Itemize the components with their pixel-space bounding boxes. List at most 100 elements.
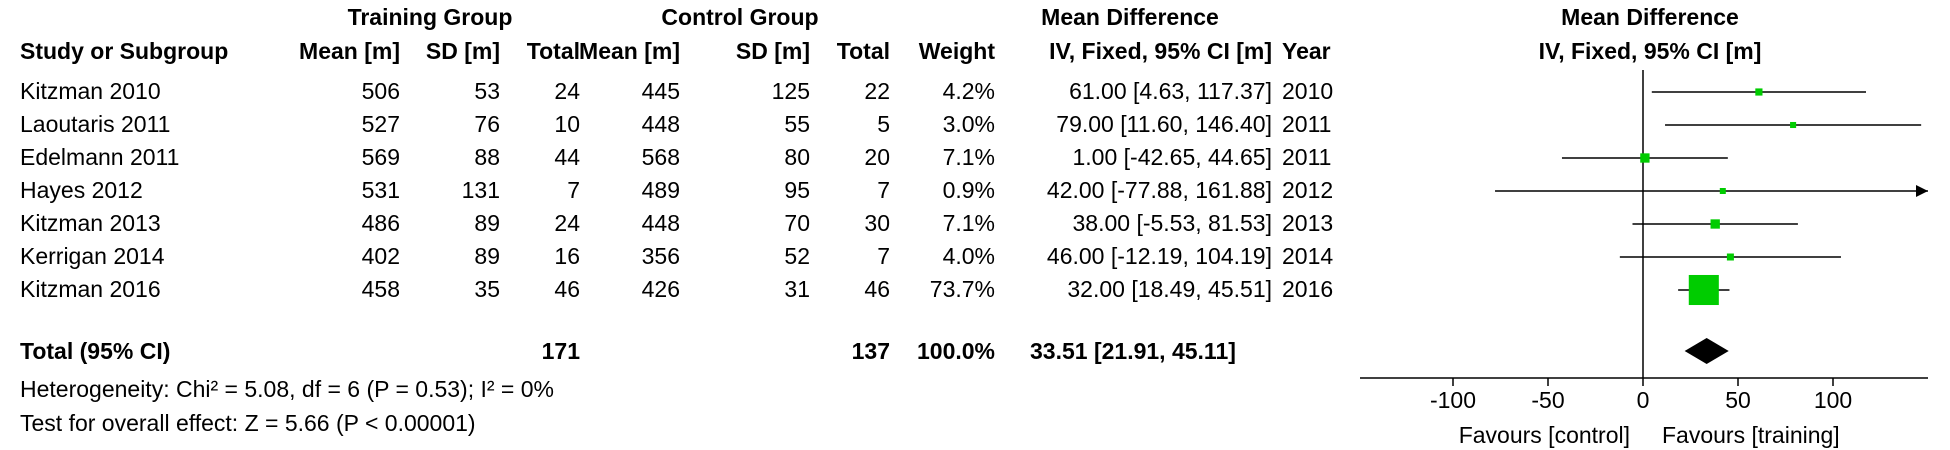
sd-c-cell: 80	[784, 144, 810, 170]
weight-cell: 4.0%	[942, 243, 995, 269]
mean-t-column-header: Mean [m]	[299, 38, 400, 64]
sd-c-cell: 95	[784, 177, 810, 203]
effect-marker	[1688, 274, 1719, 306]
total-ci: 33.51 [21.91, 45.11]	[1030, 338, 1236, 364]
mean-t-cell: 569	[361, 144, 400, 170]
weight-cell: 4.2%	[942, 78, 995, 104]
total-t-cell: 16	[554, 243, 580, 269]
x-tick-label: 0	[1637, 387, 1650, 413]
sd-t-cell: 53	[474, 78, 500, 104]
sd-c-cell: 52	[784, 243, 810, 269]
favours-control-label: Favours [control]	[1458, 422, 1630, 448]
control-group-header: Control Group	[661, 4, 819, 30]
mean-t-cell: 531	[361, 177, 400, 203]
total-t-cell: 24	[554, 78, 580, 104]
year-cell: 2010	[1282, 78, 1334, 104]
sd-c-cell: 125	[771, 78, 810, 104]
mean-t-cell: 458	[361, 276, 400, 302]
x-tick-label: 100	[1814, 387, 1852, 413]
total-t-sum: 171	[541, 338, 580, 364]
mean-t-cell: 527	[361, 111, 400, 137]
study-name: Laoutaris 2011	[20, 111, 171, 137]
ci-column-header: IV, Fixed, 95% CI [m]	[1049, 38, 1272, 64]
effect-marker	[1719, 188, 1726, 194]
year-cell: 2011	[1282, 144, 1332, 170]
total-t-cell: 10	[554, 111, 580, 137]
study-name: Kitzman 2016	[20, 276, 161, 302]
mean-c-cell: 568	[641, 144, 680, 170]
study-name: Hayes 2012	[20, 177, 143, 203]
mean-c-cell: 356	[641, 243, 680, 269]
ci-cell: 46.00 [-12.19, 104.19]	[1046, 243, 1272, 269]
mean-c-cell: 489	[641, 177, 680, 203]
sd-t-cell: 88	[474, 144, 500, 170]
weight-cell: 73.7%	[929, 276, 995, 302]
effect-marker	[1755, 88, 1763, 96]
mean-c-cell: 448	[641, 210, 680, 236]
mean-t-cell: 506	[361, 78, 400, 104]
ci-cell: 38.00 [-5.53, 81.53]	[1072, 210, 1273, 236]
sd-c-column-header: SD [m]	[735, 38, 810, 64]
sd-c-cell: 70	[784, 210, 810, 236]
effect-marker	[1726, 253, 1734, 261]
weight-cell: 0.9%	[942, 177, 995, 203]
plot-subtitle: IV, Fixed, 95% CI [m]	[1538, 38, 1762, 64]
weight-cell: 7.1%	[942, 144, 995, 170]
year-cell: 2014	[1282, 243, 1334, 269]
ci-cell: 32.00 [18.49, 45.51]	[1067, 276, 1272, 302]
overall-effect-text: Test for overall effect: Z = 5.66 (P < 0…	[20, 410, 476, 436]
year-cell: 2012	[1282, 177, 1334, 203]
total-t-cell: 44	[554, 144, 580, 170]
sd-t-cell: 89	[474, 210, 500, 236]
study-name: Kitzman 2013	[20, 210, 161, 236]
year-cell: 2016	[1282, 276, 1334, 302]
year-cell: 2013	[1282, 210, 1334, 236]
study-name: Kitzman 2010	[20, 78, 161, 104]
study-name: Kerrigan 2014	[20, 243, 165, 269]
x-tick-label: -50	[1531, 387, 1564, 413]
pooled-diamond	[1684, 338, 1729, 364]
total-c-sum: 137	[851, 338, 890, 364]
sd-c-cell: 31	[784, 276, 810, 302]
mean-difference-header: Mean Difference	[1041, 4, 1219, 30]
ci-cell: 1.00 [-42.65, 44.65]	[1072, 144, 1273, 170]
total-t-cell: 24	[554, 210, 580, 236]
total-weight: 100.0%	[916, 338, 995, 364]
total-c-cell: 22	[864, 78, 890, 104]
total-t-cell: 7	[567, 177, 580, 203]
study-name: Edelmann 2011	[20, 144, 180, 170]
effect-marker	[1710, 219, 1720, 229]
mean-c-cell: 426	[641, 276, 680, 302]
sd-t-cell: 131	[461, 177, 500, 203]
ci-cell: 42.00 [-77.88, 161.88]	[1046, 177, 1272, 203]
sd-t-cell: 76	[474, 111, 500, 137]
sd-t-cell: 35	[474, 276, 500, 302]
total-label: Total (95% CI)	[20, 338, 171, 364]
weight-cell: 7.1%	[942, 210, 995, 236]
ci-cell: 61.00 [4.63, 117.37]	[1069, 78, 1272, 104]
ci-cell: 79.00 [11.60, 146.40]	[1056, 111, 1272, 137]
training-group-header: Training Group	[347, 4, 513, 30]
mean-c-cell: 448	[641, 111, 680, 137]
year-cell: 2011	[1282, 111, 1332, 137]
mean-t-cell: 486	[361, 210, 400, 236]
weight-column-header: Weight	[918, 38, 995, 64]
ci-arrow	[1916, 185, 1928, 197]
total-c-column-header: Total	[836, 38, 890, 64]
total-t-column-header: Total	[526, 38, 580, 64]
sd-t-column-header: SD [m]	[425, 38, 500, 64]
mean-c-column-header: Mean [m]	[579, 38, 680, 64]
total-c-cell: 7	[877, 243, 890, 269]
total-c-cell: 30	[864, 210, 890, 236]
effect-marker	[1790, 121, 1797, 129]
favours-training-label: Favours [training]	[1662, 422, 1840, 448]
study-column-header: Study or Subgroup	[20, 38, 229, 64]
x-tick-label: -100	[1430, 387, 1476, 413]
year-column-header: Year	[1282, 38, 1331, 64]
effect-marker	[1640, 153, 1650, 163]
total-c-cell: 20	[864, 144, 890, 170]
total-t-cell: 46	[554, 276, 580, 302]
mean-t-cell: 402	[361, 243, 400, 269]
total-c-cell: 5	[877, 111, 890, 137]
